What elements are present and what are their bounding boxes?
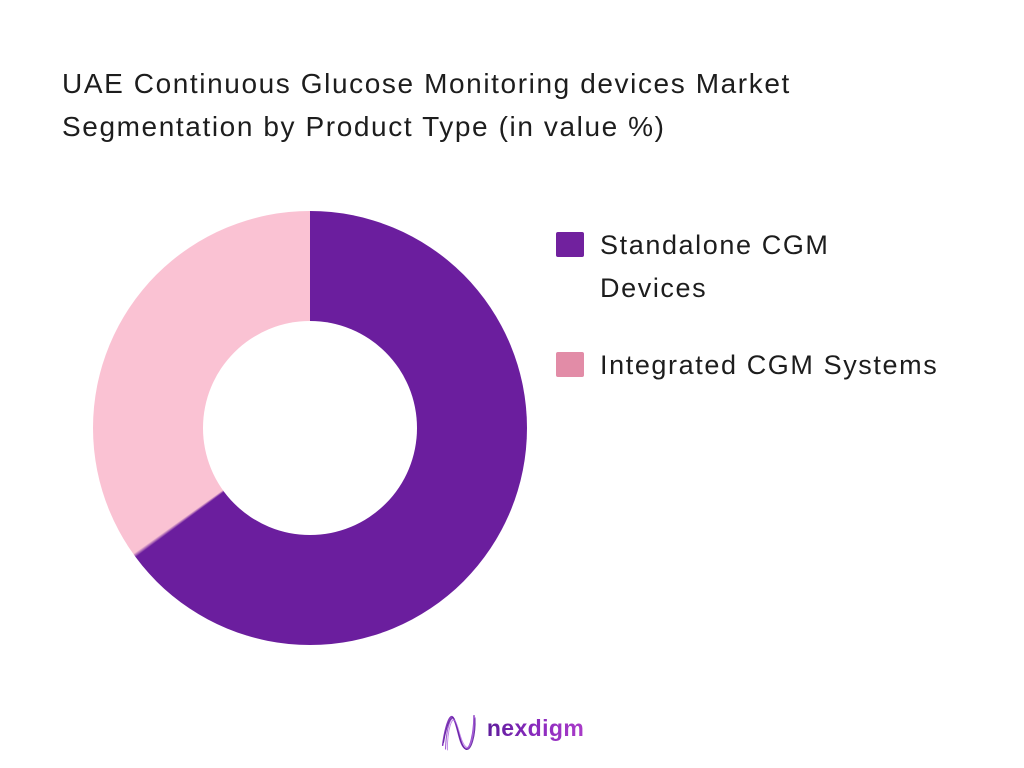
legend-swatch-standalone-cgm-devices: [556, 232, 584, 257]
chart-title: UAE Continuous Glucose Monitoring device…: [62, 62, 791, 148]
nexdigm-logo-icon: [441, 715, 476, 751]
chart-title-line-2: Segmentation by Product Type (in value %…: [62, 111, 666, 142]
nexdigm-logo-text: nexdigm: [487, 715, 584, 748]
legend-item-integrated-cgm-systems: Integrated CGM Systems: [556, 344, 938, 387]
donut-hole: [203, 321, 417, 535]
legend-label-standalone-cgm-devices: Standalone CGM Devices: [600, 230, 830, 303]
nexdigm-logo: nexdigm: [440, 708, 584, 754]
legend-swatch-integrated-cgm-systems: [556, 352, 584, 377]
legend-label-integrated-cgm-systems: Integrated CGM Systems: [600, 350, 939, 380]
chart-title-line-1: UAE Continuous Glucose Monitoring device…: [62, 68, 791, 99]
donut-chart: [93, 211, 527, 645]
legend-item-standalone-cgm-devices: Standalone CGM Devices: [556, 224, 830, 310]
